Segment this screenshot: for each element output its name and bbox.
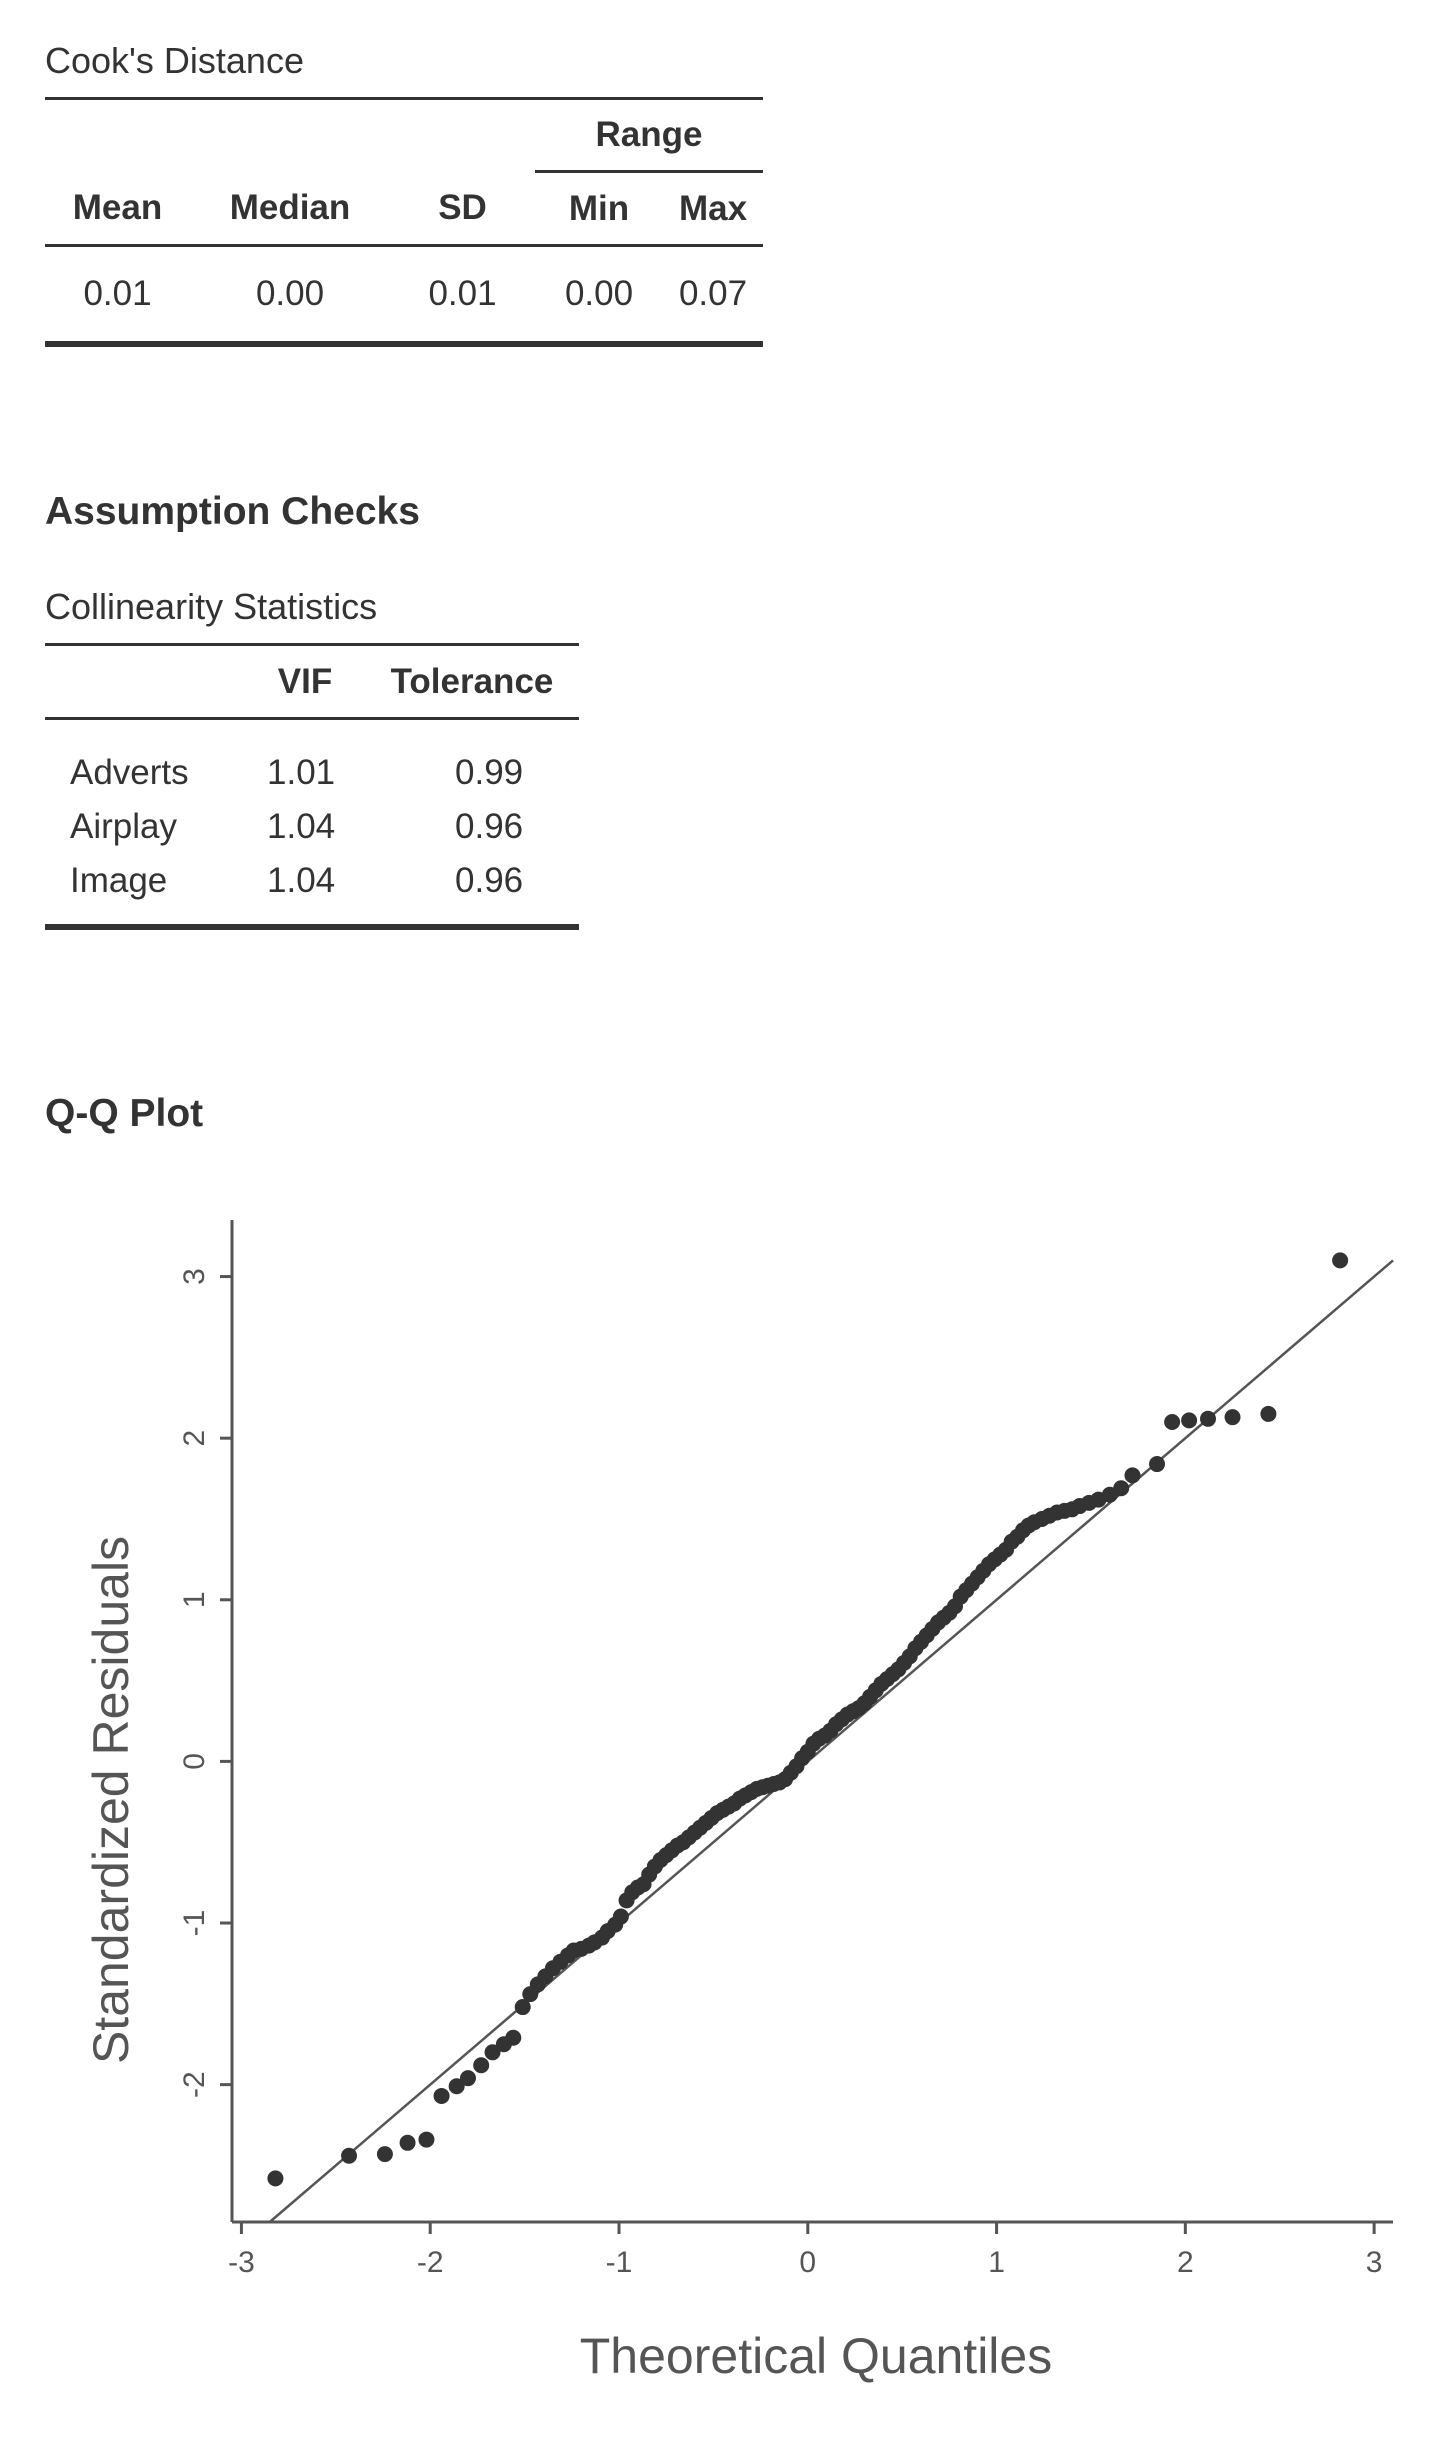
header-variable	[45, 645, 245, 719]
row-tolerance: 0.99	[455, 752, 524, 792]
y-axis-label: Standardized Residuals	[83, 1536, 139, 2064]
data-point	[1224, 1409, 1241, 1426]
value-median: 0.00	[255, 273, 325, 313]
table-row: Image 1.04 0.96	[45, 855, 579, 927]
data-point	[484, 2044, 501, 2061]
y-tick-label: 2	[178, 1430, 211, 1447]
row-name: Adverts	[70, 752, 189, 792]
header-min: Min	[568, 188, 630, 228]
header-vif: VIF	[277, 661, 333, 701]
plot-area: -3 -2 -1 0 1 2 3 -2 -1 0 1 2 3	[178, 1220, 1394, 2279]
x-tick-label: 1	[988, 2246, 1005, 2279]
x-axis-label: Theoretical Quantiles	[580, 2328, 1052, 2384]
header-max: Max	[678, 188, 748, 228]
data-point	[1124, 1467, 1141, 1484]
data-point	[341, 2147, 358, 2164]
x-tick-label: 3	[1366, 2246, 1383, 2279]
row-tolerance: 0.96	[455, 860, 524, 900]
row-vif: 1.04	[267, 860, 336, 900]
assumption-checks-heading: Assumption Checks	[45, 490, 420, 533]
y-tick-label: -1	[178, 1910, 211, 1937]
row-name: Airplay	[70, 806, 177, 846]
header-tolerance: Tolerance	[390, 661, 554, 701]
table-row: 0.01 0.00 0.01 0.00 0.07	[45, 246, 763, 344]
header-mean: Mean	[72, 187, 163, 227]
cooks-distance-table: Range Mean Median SD Min Max 0.01 0.00 0…	[45, 97, 763, 347]
data-point	[1181, 1412, 1198, 1429]
header-median: Median	[229, 187, 351, 227]
qq-plot-chart: -3 -2 -1 0 1 2 3 -2 -1 0 1 2 3 Theoretical Quantiles…	[83, 1220, 1394, 2384]
y-tick-label: -2	[178, 2071, 211, 2098]
value-sd: 0.01	[428, 273, 497, 313]
value-min: 0.00	[564, 273, 634, 313]
data-point	[505, 2029, 522, 2046]
data-point	[1149, 1456, 1166, 1473]
y-tick-label: 3	[178, 1268, 211, 1285]
data-point	[433, 2087, 450, 2104]
data-point	[1260, 1405, 1277, 1422]
x-tick-label: -3	[228, 2246, 255, 2279]
value-mean: 0.01	[83, 273, 152, 313]
y-tick-label: 1	[178, 1591, 211, 1608]
data-point	[612, 1908, 629, 1925]
range-spacer	[45, 99, 535, 172]
data-point	[1199, 1410, 1216, 1427]
data-point	[514, 1999, 531, 2016]
header-sd: SD	[438, 187, 487, 227]
y-tick-label: 0	[178, 1753, 211, 1770]
x-tick-label: -1	[606, 2246, 633, 2279]
data-point	[1113, 1480, 1130, 1497]
data-point	[267, 2170, 284, 2187]
data-point	[459, 2070, 476, 2087]
range-header: Range	[535, 98, 763, 173]
data-point	[418, 2131, 435, 2148]
data-point	[473, 2057, 490, 2074]
cooks-distance-caption: Cook's Distance	[45, 40, 304, 81]
collinearity-table: VIF Tolerance Adverts 1.01 0.99 Airplay …	[45, 643, 579, 930]
x-tick-label: 0	[799, 2246, 816, 2279]
table-row: Adverts 1.01 0.99	[45, 719, 579, 799]
data-point	[1164, 1414, 1181, 1431]
data-point	[399, 2134, 416, 2151]
row-vif: 1.04	[267, 806, 336, 846]
row-name: Image	[70, 860, 168, 900]
data-point	[448, 2078, 465, 2095]
reference-line	[268, 1259, 1394, 2223]
row-vif: 1.01	[267, 752, 336, 792]
x-tick-label: 2	[1177, 2246, 1194, 2279]
data-point	[376, 2146, 393, 2163]
data-point	[1332, 1252, 1349, 1269]
x-tick-label: -2	[417, 2246, 444, 2279]
row-tolerance: 0.96	[455, 806, 524, 846]
value-max: 0.07	[678, 273, 748, 313]
table-row: Airplay 1.04 0.96	[45, 799, 579, 855]
qq-plot-heading: Q-Q Plot	[45, 1092, 204, 1135]
collinearity-caption: Collinearity Statistics	[45, 586, 378, 627]
